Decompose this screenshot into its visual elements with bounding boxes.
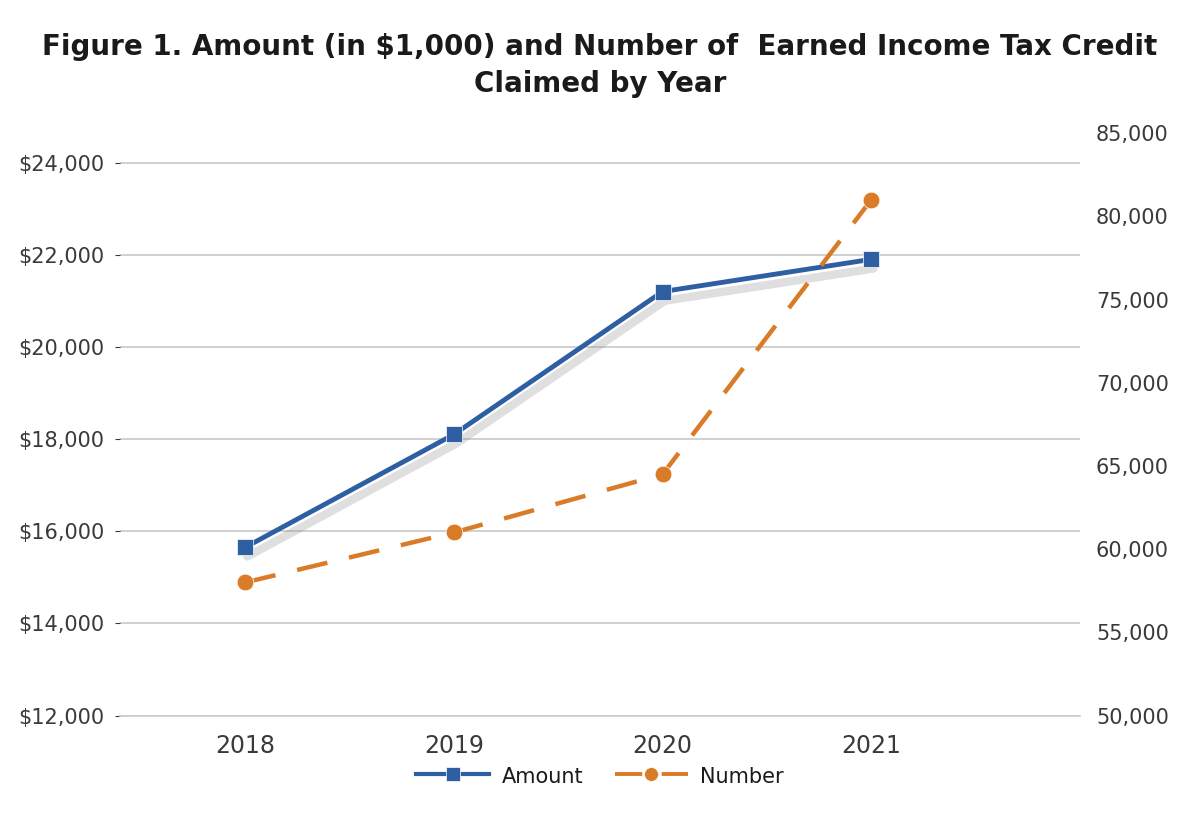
Text: Figure 1. Amount (in $1,000) and Number of  Earned Income Tax Credit
Claimed by : Figure 1. Amount (in $1,000) and Number … xyxy=(42,33,1158,98)
Legend: Amount, Number: Amount, Number xyxy=(408,756,792,795)
